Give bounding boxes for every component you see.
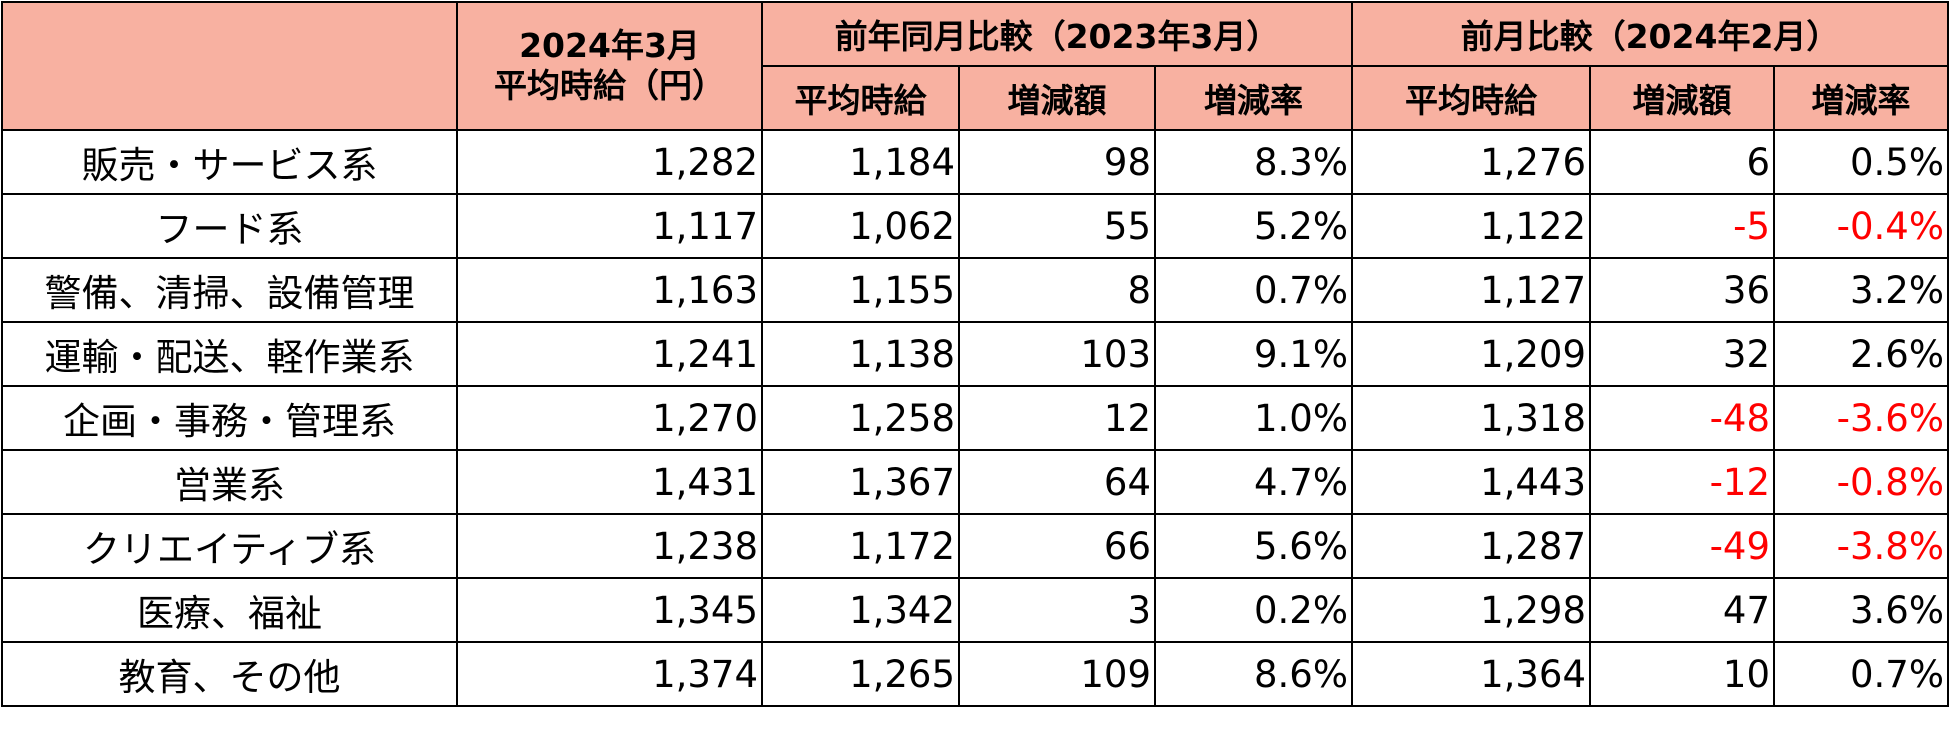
cell: 1,238 — [456, 513, 763, 579]
cell: 55 — [958, 193, 1156, 259]
cell: 1,287 — [1351, 513, 1591, 579]
group-header: 前月比較（2024年2月） — [1351, 1, 1949, 67]
cell: 1,184 — [761, 129, 960, 195]
row-label: 販売・サービス系 — [1, 129, 458, 195]
row-label: 医療、福祉 — [1, 577, 458, 643]
cell: 1,364 — [1351, 641, 1591, 707]
cell: 3.2% — [1773, 257, 1949, 323]
cell: 8.3% — [1154, 129, 1353, 195]
row-label: 警備、清掃、設備管理 — [1, 257, 458, 323]
cell: -0.8% — [1773, 449, 1949, 515]
row-label: フード系 — [1, 193, 458, 259]
header-line: 平均時給（円） — [494, 66, 725, 105]
cell: -5 — [1589, 193, 1775, 259]
cell: 103 — [958, 321, 1156, 387]
cell: 2.6% — [1773, 321, 1949, 387]
row-label: クリエイティブ系 — [1, 513, 458, 579]
cell: 1,374 — [456, 641, 763, 707]
cell: 32 — [1589, 321, 1775, 387]
cell: 98 — [958, 129, 1156, 195]
cell: 12 — [958, 385, 1156, 451]
cell: 0.2% — [1154, 577, 1353, 643]
cell: 1,443 — [1351, 449, 1591, 515]
header-row: 平均時給 増減額 増減率 平均時給 増減額 増減率 — [2, 65, 1949, 131]
data-row: 警備、清掃、設備管理 1,163 1,155 8 0.7% 1,127 36 3.2% — [1, 257, 1949, 323]
corner-cell — [1, 1, 458, 131]
row-label: 教育、その他 — [1, 641, 458, 707]
cell: 109 — [958, 641, 1156, 707]
cell: 1,367 — [761, 449, 960, 515]
cell: 1,163 — [456, 257, 763, 323]
data-row: 運輸・配送、軽作業系 1,241 1,138 103 9.1% 1,209 32 2.6% — [1, 321, 1949, 387]
header-line: 2024年3月 — [519, 26, 700, 65]
data-row: 営業系 1,431 1,367 64 4.7% 1,443 -12 -0.8% — [1, 449, 1949, 515]
cell: 9.1% — [1154, 321, 1353, 387]
cell: 8 — [958, 257, 1156, 323]
data-row: 医療、福祉 1,345 1,342 3 0.2% 1,298 47 3.6% — [1, 577, 1949, 643]
data-row: フード系 1,117 1,062 55 5.2% 1,122 -5 -0.4% — [1, 193, 1949, 259]
cell: 0.7% — [1773, 641, 1949, 707]
cell: 1,318 — [1351, 385, 1591, 451]
cell: 0.5% — [1773, 129, 1949, 195]
sub-header: 増減率 — [1154, 65, 1353, 131]
data-row: 教育、その他 1,374 1,265 109 8.6% 1,364 10 0.7% — [1, 641, 1949, 707]
cell: 1,342 — [761, 577, 960, 643]
group-header: 前年同月比較（2023年3月） — [761, 1, 1353, 67]
cell: 0.7% — [1154, 257, 1353, 323]
cell: 1,155 — [761, 257, 960, 323]
cell: 4.7% — [1154, 449, 1353, 515]
cell: 1.0% — [1154, 385, 1353, 451]
sub-header: 平均時給 — [1351, 65, 1591, 131]
cell: 8.6% — [1154, 641, 1353, 707]
header-cell: 2024年3月 平均時給（円） — [456, 1, 763, 131]
row-label: 企画・事務・管理系 — [1, 385, 458, 451]
cell: 1,265 — [761, 641, 960, 707]
cell: 1,138 — [761, 321, 960, 387]
cell: 1,117 — [456, 193, 763, 259]
cell: -12 — [1589, 449, 1775, 515]
data-row: クリエイティブ系 1,238 1,172 66 5.6% 1,287 -49 -3.8% — [1, 513, 1949, 579]
cell: -49 — [1589, 513, 1775, 579]
cell: 64 — [958, 449, 1156, 515]
data-row: 販売・サービス系 1,282 1,184 98 8.3% 1,276 6 0.5% — [1, 129, 1949, 195]
data-row: 企画・事務・管理系 1,270 1,258 12 1.0% 1,318 -48 -3.6% — [1, 385, 1949, 451]
cell: 1,172 — [761, 513, 960, 579]
cell: 1,298 — [1351, 577, 1591, 643]
sub-header: 平均時給 — [761, 65, 960, 131]
cell: 36 — [1589, 257, 1775, 323]
cell: 66 — [958, 513, 1156, 579]
cell: 1,127 — [1351, 257, 1591, 323]
cell: 10 — [1589, 641, 1775, 707]
header-row: 2024年3月 平均時給（円） 前年同月比較（2023年3月） 前月比較（2024年2… — [1, 1, 1949, 131]
cell: 1,282 — [456, 129, 763, 195]
cell: 1,270 — [456, 385, 763, 451]
cell: 1,241 — [456, 321, 763, 387]
cell: -0.4% — [1773, 193, 1949, 259]
table-body: 2024年3月 平均時給（円） 前年同月比較（2023年3月） 前月比較（2024年2… — [1, 1, 1949, 707]
sub-header: 増減額 — [958, 65, 1156, 131]
cell: 5.6% — [1154, 513, 1353, 579]
cell: 1,122 — [1351, 193, 1591, 259]
cell: 1,258 — [761, 385, 960, 451]
cell: -48 — [1589, 385, 1775, 451]
sub-header: 増減額 — [1589, 65, 1775, 131]
row-label: 営業系 — [1, 449, 458, 515]
row-label: 運輸・配送、軽作業系 — [1, 321, 458, 387]
wage-table: 2024年3月 平均時給（円） 前年同月比較（2023年3月） 前月比較（2024年2… — [1, 1, 1949, 707]
cell: 47 — [1589, 577, 1775, 643]
cell: 5.2% — [1154, 193, 1353, 259]
cell: 3.6% — [1773, 577, 1949, 643]
cell: -3.8% — [1773, 513, 1949, 579]
cell: 1,431 — [456, 449, 763, 515]
cell: -3.6% — [1773, 385, 1949, 451]
cell: 3 — [958, 577, 1156, 643]
cell: 1,345 — [456, 577, 763, 643]
cell: 1,209 — [1351, 321, 1591, 387]
cell: 1,062 — [761, 193, 960, 259]
cell: 6 — [1589, 129, 1775, 195]
sub-header: 増減率 — [1773, 65, 1949, 131]
cell: 1,276 — [1351, 129, 1591, 195]
